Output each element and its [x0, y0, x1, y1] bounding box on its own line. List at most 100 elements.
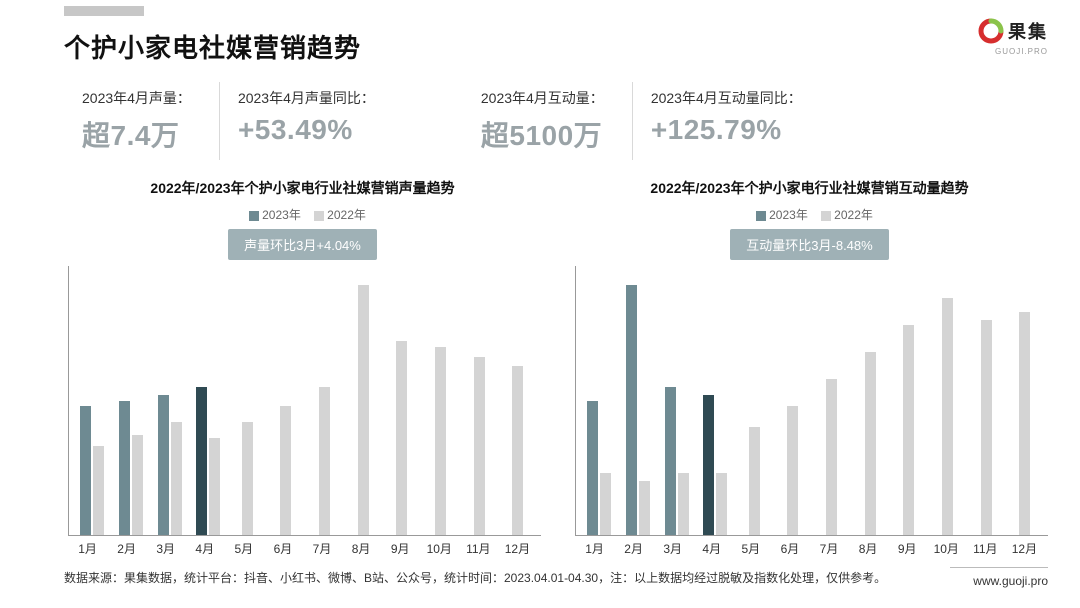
bar-2022 [512, 366, 523, 535]
kpi-label: 2023年4月互动量同比： [651, 88, 802, 108]
bar-group [305, 266, 344, 535]
xaxis-right: 1月2月3月4月5月6月7月8月9月10月11月12月 [571, 536, 1048, 557]
bar-2022 [474, 357, 485, 535]
x-tick-label: 4月 [692, 540, 731, 557]
kpi-row: 2023年4月声量： 超7.4万 2023年4月声量同比： +53.49% 20… [64, 82, 1048, 160]
bar-group [382, 266, 421, 535]
bar-group [928, 266, 967, 535]
bar-2022 [171, 422, 182, 535]
logo: 果集 GUOJI.PRO [978, 18, 1048, 56]
kpi-voice-yoy: 2023年4月声量同比： +53.49% [219, 82, 403, 160]
bar-group [967, 266, 1006, 535]
bar-2022 [132, 435, 143, 535]
legend-label: 2022年 [834, 208, 873, 222]
accent-bar [64, 6, 144, 16]
x-tick-label: 1月 [575, 540, 614, 557]
legend-label: 2023年 [769, 208, 808, 222]
bar-2023 [626, 285, 637, 535]
kpi-label: 2023年4月声量： [82, 88, 191, 108]
kpi-label: 2023年4月互动量： [481, 88, 604, 108]
bar-group [773, 266, 812, 535]
bar-group [851, 266, 890, 535]
legend-swatch-2023 [249, 211, 259, 221]
bar-group [657, 266, 696, 535]
chart-title: 2022年/2023年个护小家电行业社媒营销声量趋势 [64, 178, 541, 198]
bar-2022 [678, 473, 689, 535]
bar-group [112, 266, 151, 535]
x-tick-label: 11月 [459, 540, 498, 557]
bar-group [889, 266, 928, 535]
bar-group [189, 266, 228, 535]
bar-group [228, 266, 267, 535]
bar-2023 [665, 387, 676, 535]
logo-brand: 果集 [1008, 22, 1048, 42]
x-tick-label: 7月 [302, 540, 341, 557]
plot-area [575, 266, 1048, 536]
bar-group [735, 266, 774, 535]
x-tick-label: 2月 [614, 540, 653, 557]
bar-2022 [280, 406, 291, 535]
chart-title: 2022年/2023年个护小家电行业社媒营销互动量趋势 [571, 178, 1048, 198]
bar-2023 [196, 387, 207, 535]
bar-group [150, 266, 189, 535]
legend-label: 2023年 [262, 208, 301, 222]
x-tick-label: 1月 [68, 540, 107, 557]
chart-annotation: 声量环比3月+4.04% [228, 229, 377, 260]
x-tick-label: 12月 [498, 540, 537, 557]
bar-2022 [942, 298, 953, 535]
bar-2022 [600, 473, 611, 535]
x-tick-label: 9月 [888, 540, 927, 557]
kpi-voice: 2023年4月声量： 超7.4万 [64, 82, 219, 160]
legend-swatch-2023 [756, 211, 766, 221]
bar-2022 [826, 379, 837, 535]
bar-group [498, 266, 537, 535]
bar-2022 [93, 446, 104, 535]
bar-2022 [716, 473, 727, 535]
plot-area [68, 266, 541, 536]
bar-2023 [703, 395, 714, 535]
bar-group [619, 266, 658, 535]
kpi-label: 2023年4月声量同比： [238, 88, 375, 108]
bar-2022 [435, 347, 446, 535]
x-tick-label: 2月 [107, 540, 146, 557]
x-tick-label: 7月 [809, 540, 848, 557]
bar-2023 [119, 401, 130, 536]
legend-swatch-2022 [314, 211, 324, 221]
legend: 2023年 2022年 [64, 206, 541, 223]
chart-voice: 2022年/2023年个护小家电行业社媒营销声量趋势 2023年 2022年 声… [64, 178, 541, 557]
xaxis-left: 1月2月3月4月5月6月7月8月9月10月11月12月 [64, 536, 541, 557]
kpi-engage: 2023年4月互动量： 超5100万 [463, 82, 632, 160]
bar-2022 [209, 438, 220, 535]
bar-group [812, 266, 851, 535]
bar-2022 [981, 320, 992, 535]
bar-2023 [80, 406, 91, 535]
chart-annotation: 互动量环比3月-8.48% [730, 229, 888, 260]
kpi-engage-yoy: 2023年4月互动量同比： +125.79% [632, 82, 830, 160]
bar-group [1005, 266, 1044, 535]
kpi-value: 超7.4万 [82, 114, 191, 154]
x-tick-label: 12月 [1005, 540, 1044, 557]
x-tick-label: 3月 [653, 540, 692, 557]
bar-group [266, 266, 305, 535]
bar-2022 [358, 285, 369, 535]
charts-row: 2022年/2023年个护小家电行业社媒营销声量趋势 2023年 2022年 声… [64, 178, 1048, 557]
x-tick-label: 8月 [849, 540, 888, 557]
bar-2022 [242, 422, 253, 535]
footer-url: www.guoji.pro [973, 574, 1048, 588]
x-tick-label: 5月 [224, 540, 263, 557]
bar-2022 [865, 352, 876, 535]
x-tick-label: 3月 [146, 540, 185, 557]
kpi-value: 超5100万 [481, 114, 604, 154]
x-tick-label: 4月 [185, 540, 224, 557]
bar-group [73, 266, 112, 535]
x-tick-label: 10月 [420, 540, 459, 557]
chart-engagement: 2022年/2023年个护小家电行业社媒营销互动量趋势 2023年 2022年 … [571, 178, 1048, 557]
legend-label: 2022年 [327, 208, 366, 222]
bar-group [580, 266, 619, 535]
bar-2022 [787, 406, 798, 535]
bar-2023 [587, 401, 598, 536]
bar-group [344, 266, 383, 535]
bar-2022 [1019, 312, 1030, 535]
bar-2022 [396, 341, 407, 535]
x-tick-label: 6月 [770, 540, 809, 557]
